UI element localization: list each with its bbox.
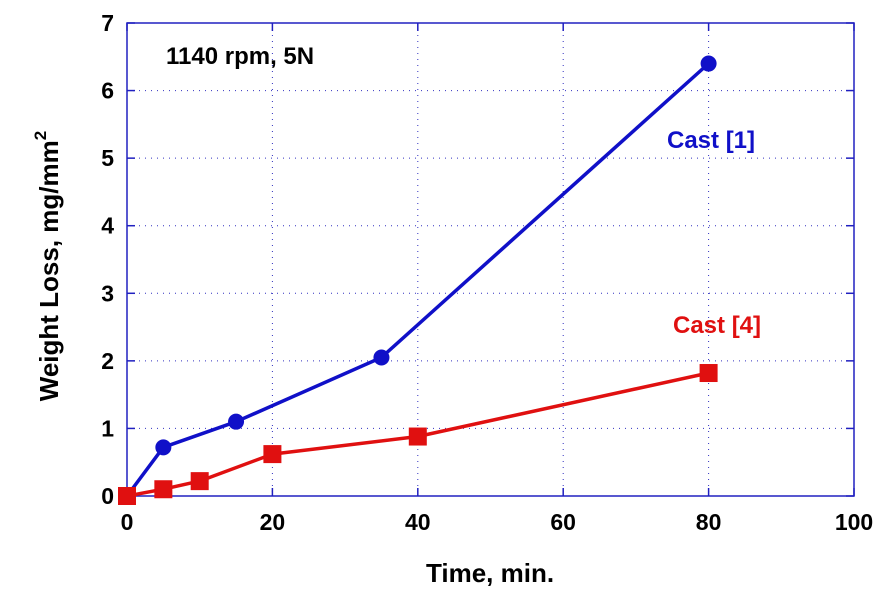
y-tick-label: 7 [101, 10, 114, 36]
y-ticks: 0 1 2 3 4 5 6 7 [101, 10, 854, 509]
y-tick-label: 2 [101, 348, 114, 374]
x-tick-label: 0 [121, 509, 134, 535]
data-point [373, 349, 390, 366]
data-point [155, 439, 172, 456]
x-ticks: 0 20 40 60 80 100 [121, 23, 873, 535]
data-point [700, 55, 717, 72]
series-label-cast-4: Cast [4] [673, 312, 761, 339]
y-axis-title-main: Weight Loss, mg/mm [34, 140, 64, 401]
y-tick-label: 5 [101, 145, 114, 171]
data-point [228, 413, 245, 430]
y-axis-title: Weight Loss, mg/mm2 [31, 131, 64, 401]
data-point [118, 487, 136, 505]
y-tick-label: 0 [101, 483, 114, 509]
data-point [154, 480, 173, 499]
data-point [699, 364, 718, 383]
data-point [263, 445, 282, 464]
series-2 [118, 364, 718, 505]
x-tick-label: 40 [405, 509, 431, 535]
x-tick-label: 60 [550, 509, 576, 535]
series-label-cast-1: Cast [1] [667, 127, 755, 154]
y-tick-label: 4 [101, 213, 114, 239]
x-tick-label: 80 [696, 509, 722, 535]
y-axis-title-superscript: 2 [31, 131, 50, 140]
x-axis-title: Time, min. [426, 558, 554, 588]
grid-layer [127, 23, 854, 496]
x-tick-label: 20 [260, 509, 286, 535]
y-tick-label: 3 [101, 280, 114, 306]
y-tick-label: 1 [101, 415, 114, 441]
data-point [190, 472, 209, 491]
x-tick-label: 100 [835, 509, 873, 535]
plot-frame [126, 22, 855, 497]
y-tick-label: 6 [101, 78, 114, 104]
chart-annotation: 1140 rpm, 5N [166, 43, 314, 70]
series-layer [118, 55, 718, 505]
data-point [408, 427, 427, 446]
